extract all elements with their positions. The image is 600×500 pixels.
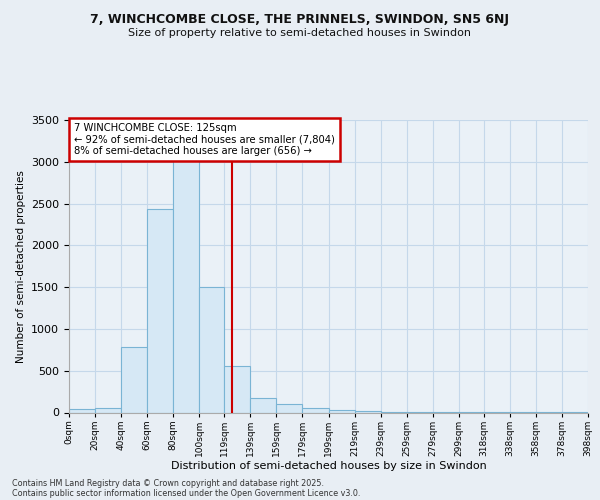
- Y-axis label: Number of semi-detached properties: Number of semi-detached properties: [16, 170, 26, 362]
- Bar: [173, 134, 199, 412]
- Text: Contains HM Land Registry data © Crown copyright and database right 2025.: Contains HM Land Registry data © Crown c…: [12, 478, 324, 488]
- Bar: [199, 287, 224, 412]
- X-axis label: Distribution of semi-detached houses by size in Swindon: Distribution of semi-detached houses by …: [170, 462, 487, 471]
- Bar: [250, 398, 277, 412]
- Text: 7 WINCHCOMBE CLOSE: 125sqm
← 92% of semi-detached houses are smaller (7,804)
8% : 7 WINCHCOMBE CLOSE: 125sqm ← 92% of semi…: [74, 123, 335, 156]
- Text: Contains public sector information licensed under the Open Government Licence v3: Contains public sector information licen…: [12, 488, 361, 498]
- Bar: [329, 410, 355, 412]
- Bar: [121, 348, 147, 412]
- Bar: [277, 404, 302, 412]
- Text: Size of property relative to semi-detached houses in Swindon: Size of property relative to semi-detach…: [128, 28, 472, 38]
- Bar: [355, 411, 380, 412]
- Bar: [147, 208, 173, 412]
- Bar: [69, 409, 95, 412]
- Bar: [95, 408, 121, 412]
- Bar: [224, 366, 250, 412]
- Bar: [302, 408, 329, 412]
- Text: 7, WINCHCOMBE CLOSE, THE PRINNELS, SWINDON, SN5 6NJ: 7, WINCHCOMBE CLOSE, THE PRINNELS, SWIND…: [91, 12, 509, 26]
